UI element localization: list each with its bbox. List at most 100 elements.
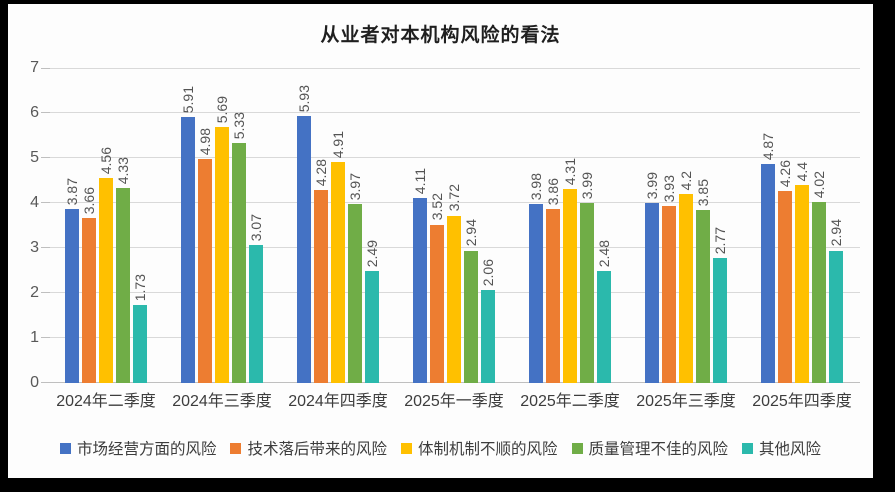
bar-value-label: 5.69 xyxy=(214,95,230,123)
bar-group: 4.87 4.26 4.4 4.02 2.94 xyxy=(744,68,860,383)
bar-group: 3.98 3.86 4.31 3.99 2.48 xyxy=(512,68,628,383)
bar-column: 3.87 xyxy=(64,68,80,383)
bar-value-label: 4.33 xyxy=(115,156,131,185)
bar-value-label: 2.49 xyxy=(364,239,380,267)
legend-swatch-icon xyxy=(400,442,412,454)
bar-column: 4.56 xyxy=(98,68,114,383)
legend-item: 技术落后带来的风险 xyxy=(230,437,387,459)
bar-value-label: 5.33 xyxy=(231,111,247,140)
legend-label: 体制机制不顺的风险 xyxy=(417,441,558,458)
bar-column: 3.99 xyxy=(644,68,660,383)
bar-value-label: 2.77 xyxy=(712,227,728,255)
bar-column: 5.69 xyxy=(214,68,230,383)
bar-series-5 xyxy=(829,250,843,383)
bar-value-label: 2.94 xyxy=(463,219,479,247)
bar-series-4 xyxy=(580,203,594,383)
bar-group: 3.87 3.66 4.56 4.33 1.73 xyxy=(48,68,164,383)
bar-value-label: 4.31 xyxy=(562,157,578,186)
bar-value-label: 4.28 xyxy=(313,159,329,187)
x-axis-label: 2025年二季度 xyxy=(520,393,620,410)
bar-group: 3.99 3.93 4.2 3.85 2.77 xyxy=(628,68,744,383)
y-axis-tick-label: 6 xyxy=(30,104,39,121)
y-axis-tick-label: 3 xyxy=(30,239,39,256)
legend-swatch-icon xyxy=(230,442,242,454)
y-axis-tick xyxy=(41,382,50,383)
bar-series-3 xyxy=(331,162,345,383)
bar-group: 5.91 4.98 5.69 5.33 3.07 xyxy=(164,68,280,383)
bar-column: 3.52 xyxy=(429,68,445,383)
bar-value-label: 3.97 xyxy=(347,173,363,201)
bar-value-label: 3.99 xyxy=(644,172,660,200)
legend-item: 市场经营方面的风险 xyxy=(59,437,216,459)
legend-swatch-icon xyxy=(742,442,754,454)
bar-column: 3.86 xyxy=(545,68,561,383)
legend-label: 质量管理不佳的风险 xyxy=(588,441,729,458)
bar-value-label: 3.98 xyxy=(528,172,544,200)
bar-column: 4.91 xyxy=(330,68,346,383)
bar-series-4 xyxy=(116,188,130,383)
y-axis-tick xyxy=(41,292,50,293)
bar-series-4 xyxy=(348,204,362,383)
gridline-y-5 xyxy=(48,157,860,158)
bar-column: 3.99 xyxy=(579,68,595,383)
bar-series-5 xyxy=(597,271,611,383)
bar-column: 2.94 xyxy=(463,68,479,383)
bar-value-label: 4.02 xyxy=(811,170,827,199)
y-axis-tick-label: 2 xyxy=(30,284,39,301)
bar-series-5 xyxy=(713,258,727,383)
bar-column: 3.98 xyxy=(528,68,544,383)
bar-column: 3.66 xyxy=(81,68,97,383)
bar-column: 3.93 xyxy=(661,68,677,383)
bar-column: 4.02 xyxy=(811,68,827,383)
bar-series-5 xyxy=(249,244,263,383)
bar-value-label: 3.86 xyxy=(545,178,561,206)
bar-column: 4.2 xyxy=(678,68,694,383)
y-axis-tick-label: 7 xyxy=(30,59,39,76)
bar-value-label: 5.91 xyxy=(180,85,196,114)
bar-value-label: 5.93 xyxy=(296,84,312,113)
bar-series-2 xyxy=(314,190,328,383)
legend-label: 技术落后带来的风险 xyxy=(247,441,387,458)
bar-column: 2.94 xyxy=(828,68,844,383)
x-axis-label: 2024年三季度 xyxy=(172,393,272,410)
bar-series-1 xyxy=(529,203,543,383)
bar-series-5 xyxy=(365,270,379,383)
bar-value-label: 3.52 xyxy=(429,193,445,221)
x-axis-label: 2025年一季度 xyxy=(404,393,504,410)
bar-value-label: 4.2 xyxy=(678,170,694,190)
bar-series-4 xyxy=(232,143,246,383)
bar-column: 4.28 xyxy=(313,68,329,383)
y-axis-tick xyxy=(41,202,50,203)
bar-column: 4.4 xyxy=(794,68,810,383)
bar-groups: 3.87 3.66 4.56 4.33 1.73 5.91 4.98 5.69 5.33 3.07… xyxy=(48,68,860,383)
bar-value-label: 4.56 xyxy=(98,146,114,174)
bar-series-2 xyxy=(198,158,212,383)
x-axis-label: 2024年四季度 xyxy=(288,393,388,410)
y-axis-tick xyxy=(41,337,50,338)
bar-series-2 xyxy=(662,206,676,383)
bar-series-1 xyxy=(297,116,311,383)
chart-frame: 从业者对本机构风险的看法 0 1 2 3 4 5 6 7 3.87 3.66 4.56 4.33 1.… xyxy=(8,4,873,478)
bar-value-label: 3.66 xyxy=(81,187,97,215)
bar-series-1 xyxy=(181,117,195,383)
legend-item: 其他风险 xyxy=(742,437,821,459)
bar-group: 5.93 4.28 4.91 3.97 2.49 xyxy=(280,68,396,383)
legend: 市场经营方面的风险 技术落后带来的风险 体制机制不顺的风险 质量管理不佳的风险 其他风险 xyxy=(8,436,873,460)
x-axis-label: 2024年二季度 xyxy=(56,393,156,410)
gridline-y-6 xyxy=(48,112,860,113)
bar-series-3 xyxy=(99,177,113,383)
bar-column: 5.33 xyxy=(231,68,247,383)
bar-series-2 xyxy=(546,209,560,383)
y-axis-tick-label: 4 xyxy=(30,194,39,211)
bar-series-5 xyxy=(481,290,495,383)
bar-column: 5.93 xyxy=(296,68,312,383)
bar-series-1 xyxy=(645,203,659,383)
bar-column: 3.07 xyxy=(248,68,264,383)
legend-label: 其他风险 xyxy=(759,441,822,458)
bar-value-label: 3.87 xyxy=(64,177,80,205)
bar-group: 4.11 3.52 3.72 2.94 2.06 xyxy=(396,68,512,383)
gridline-y-4 xyxy=(48,202,860,203)
legend-swatch-icon xyxy=(571,442,583,454)
bar-series-2 xyxy=(430,224,444,383)
y-axis: 0 1 2 3 4 5 6 7 xyxy=(8,59,41,391)
